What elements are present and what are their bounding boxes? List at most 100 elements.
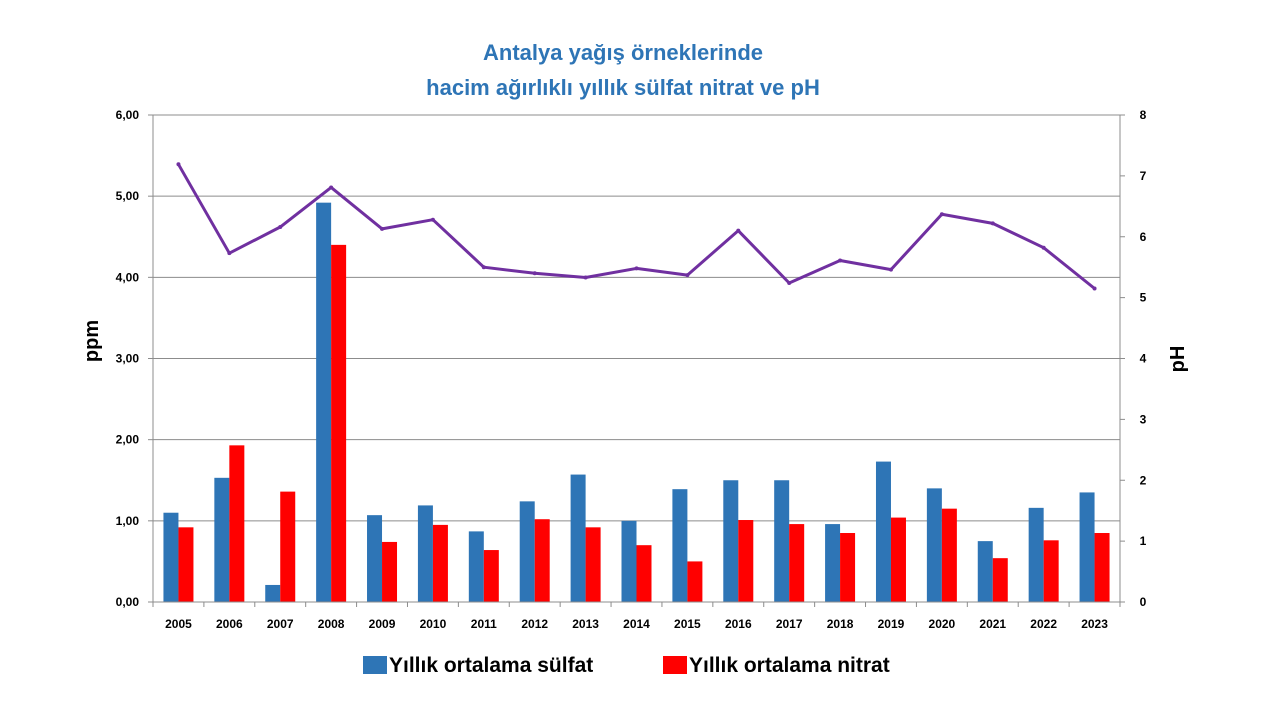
x-tick-label: 2023 xyxy=(1081,617,1108,631)
ph-point xyxy=(888,267,893,272)
nitrate-bar xyxy=(331,244,347,602)
x-tick-label: 2011 xyxy=(471,617,497,631)
x-tick-label: 2008 xyxy=(318,617,345,631)
y2-tick-label: 8 xyxy=(1140,108,1147,122)
legend-swatch xyxy=(363,656,387,674)
nitrate-bar xyxy=(178,527,194,602)
y2-tick-label: 1 xyxy=(1140,534,1147,548)
nitrate-bar xyxy=(229,445,245,602)
y-tick-label: 1,00 xyxy=(116,514,140,528)
ph-point xyxy=(939,212,944,217)
ph-point xyxy=(532,271,537,276)
x-tick-label: 2021 xyxy=(979,617,1006,631)
x-tick-label: 2005 xyxy=(165,617,192,631)
x-tick-label: 2014 xyxy=(623,617,650,631)
y2-tick-label: 6 xyxy=(1140,230,1147,244)
nitrate-bar xyxy=(382,541,398,602)
sulfate-bar xyxy=(468,531,484,602)
legend-label: Yıllık ortalama nitrat xyxy=(689,654,890,677)
nitrate-bar xyxy=(483,550,499,602)
ph-point xyxy=(787,281,792,286)
nitrate-bar xyxy=(687,561,703,602)
nitrate-bar xyxy=(534,519,550,602)
x-tick-label: 2007 xyxy=(267,617,294,631)
chart-title-line: hacim ağırlıklı yıllık sülfat nitrat ve … xyxy=(426,75,820,100)
y-tick-label: 4,00 xyxy=(116,270,140,284)
y2-tick-label: 4 xyxy=(1140,352,1147,366)
nitrate-bar xyxy=(280,491,296,602)
sulfate-bar xyxy=(621,520,637,602)
sulfate-bar xyxy=(672,489,688,602)
legend: Yıllık ortalama sülfat Yıllık ortalama ni… xyxy=(363,654,890,677)
ph-point xyxy=(227,251,232,256)
ph-point xyxy=(430,217,435,222)
nitrate-bar xyxy=(1094,533,1110,602)
sulfate-bar xyxy=(519,501,535,602)
legend-label: Yıllık ortalama sülfat xyxy=(389,654,593,677)
ph-point xyxy=(278,225,283,230)
nitrate-bar xyxy=(890,517,906,602)
x-tick-label: 2018 xyxy=(827,617,854,631)
y-tick-label: 6,00 xyxy=(116,108,140,122)
y2-tick-label: 3 xyxy=(1140,412,1147,426)
chart-title: Antalya yağış örneklerinde hacim ağırlıkl… xyxy=(426,40,820,100)
y2-tick-label: 0 xyxy=(1140,595,1147,609)
x-tick-label: 2015 xyxy=(674,617,701,631)
x-tick-label: 2017 xyxy=(776,617,803,631)
sulfate-bar xyxy=(774,480,790,602)
y-tick-label: 0,00 xyxy=(116,595,140,609)
sulfate-bar xyxy=(1079,492,1095,602)
sulfate-bar xyxy=(367,515,383,602)
x-tick-label: 2022 xyxy=(1030,617,1057,631)
y2-tick-label: 5 xyxy=(1140,291,1147,305)
y2-axis-label: pH xyxy=(1167,346,1189,373)
sulfate-bar xyxy=(926,488,942,602)
ph-point xyxy=(176,162,181,167)
sulfate-bar xyxy=(214,477,230,602)
bar-series xyxy=(163,202,1110,602)
ph-point xyxy=(1041,245,1046,250)
x-tick-label: 2010 xyxy=(420,617,447,631)
x-tick-label: 2006 xyxy=(216,617,243,631)
ph-point xyxy=(838,258,843,263)
y2-tick-label: 2 xyxy=(1140,473,1147,487)
ph-point xyxy=(634,266,639,271)
nitrate-bar xyxy=(738,520,754,602)
nitrate-bar xyxy=(789,524,805,602)
ph-point xyxy=(736,228,741,233)
y-tick-label: 3,00 xyxy=(116,352,140,366)
sulfate-bar xyxy=(825,524,841,602)
ph-point xyxy=(329,185,334,190)
tick-labels: 0,00 1,00 2,00 3,00 4,00 5,00 6,00 0 1 2 3 4 5 6 7 8 200… xyxy=(116,108,1147,631)
legend-swatch xyxy=(663,656,687,674)
x-tick-label: 2009 xyxy=(369,617,396,631)
nitrate-bar xyxy=(432,524,448,602)
sulfate-bar xyxy=(265,584,281,602)
gridlines xyxy=(153,114,1120,522)
sulfate-bar xyxy=(570,474,586,602)
nitrate-bar xyxy=(1043,540,1059,602)
sulfate-bar xyxy=(163,512,179,602)
ph-point xyxy=(685,273,690,278)
ph-point xyxy=(990,221,995,226)
ph-point xyxy=(583,275,588,280)
y-tick-label: 5,00 xyxy=(116,189,140,203)
x-tick-label: 2019 xyxy=(878,617,905,631)
ph-line-series xyxy=(176,162,1097,291)
sulfate-bar xyxy=(1028,507,1044,602)
nitrate-bar xyxy=(941,508,957,602)
x-tick-label: 2016 xyxy=(725,617,752,631)
nitrate-bar xyxy=(636,545,652,602)
sulfate-bar xyxy=(417,505,433,602)
nitrate-bar xyxy=(585,527,601,602)
y-axis-label: ppm xyxy=(81,320,103,362)
sulfate-bar xyxy=(316,202,332,602)
ph-point xyxy=(1092,286,1097,291)
x-tick-label: 2020 xyxy=(929,617,956,631)
nitrate-bar xyxy=(992,558,1008,602)
sulfate-bar xyxy=(977,541,993,602)
sulfate-bar xyxy=(723,480,739,602)
y-tick-label: 2,00 xyxy=(116,433,140,447)
nitrate-bar xyxy=(840,533,856,602)
